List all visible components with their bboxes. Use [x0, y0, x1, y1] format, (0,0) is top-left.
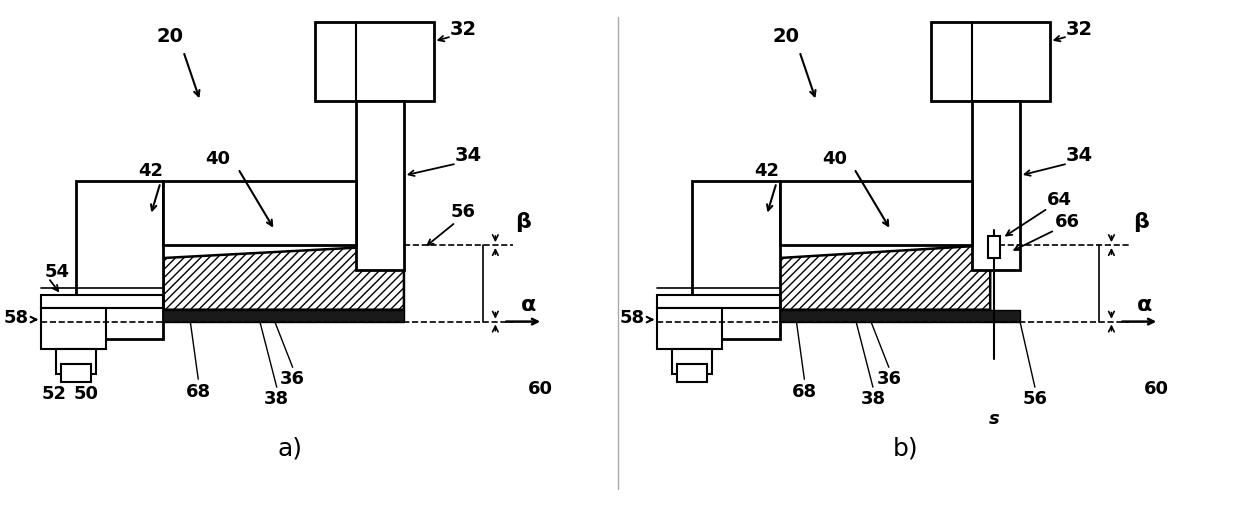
Text: β: β [1133, 212, 1149, 232]
Polygon shape [164, 310, 404, 322]
Bar [780, 181, 972, 245]
Text: 40: 40 [206, 149, 231, 168]
Bar [76, 181, 164, 339]
Text: 20: 20 [773, 27, 800, 46]
Text: 60: 60 [1143, 380, 1168, 398]
Text: 34: 34 [455, 146, 482, 165]
Bar [315, 21, 434, 101]
Bar [61, 364, 91, 382]
Text: 32: 32 [450, 20, 477, 39]
Bar [164, 181, 356, 245]
Polygon shape [780, 245, 991, 310]
Bar [356, 101, 404, 270]
Text: 34: 34 [1066, 146, 1094, 165]
Text: 68: 68 [792, 383, 817, 401]
Polygon shape [780, 310, 1021, 322]
Polygon shape [164, 245, 404, 310]
Text: 42: 42 [754, 161, 779, 180]
Text: 42: 42 [138, 161, 162, 180]
Text: 60: 60 [527, 380, 553, 398]
Text: 36: 36 [877, 370, 901, 388]
Text: 58: 58 [619, 309, 645, 326]
Bar [41, 308, 105, 349]
Text: 52: 52 [42, 385, 67, 403]
Bar [972, 101, 1021, 270]
Text: 66: 66 [1055, 213, 1080, 231]
Text: 64: 64 [1048, 192, 1073, 209]
Bar [657, 295, 780, 308]
Text: b): b) [893, 437, 919, 461]
Bar [930, 21, 1050, 101]
Bar [657, 308, 722, 349]
Text: 56: 56 [1023, 390, 1048, 408]
Text: 56: 56 [451, 203, 476, 221]
Text: 38: 38 [861, 390, 885, 408]
Text: 40: 40 [822, 149, 847, 168]
Text: β: β [516, 212, 531, 232]
Text: α: α [521, 295, 536, 315]
Text: 38: 38 [264, 390, 289, 408]
Text: 68: 68 [186, 383, 211, 401]
Text: 36: 36 [280, 370, 305, 388]
Text: 54: 54 [45, 263, 69, 281]
Polygon shape [988, 236, 1001, 258]
Text: s: s [988, 410, 999, 428]
Bar [672, 349, 712, 374]
Text: 50: 50 [73, 385, 98, 403]
Text: α: α [1137, 295, 1152, 315]
Bar [692, 181, 780, 339]
Text: a): a) [278, 437, 303, 461]
Bar [56, 349, 95, 374]
Bar [41, 295, 164, 308]
Bar [677, 364, 707, 382]
Text: 20: 20 [157, 27, 184, 46]
Text: 32: 32 [1066, 20, 1094, 39]
Text: 58: 58 [4, 309, 29, 326]
